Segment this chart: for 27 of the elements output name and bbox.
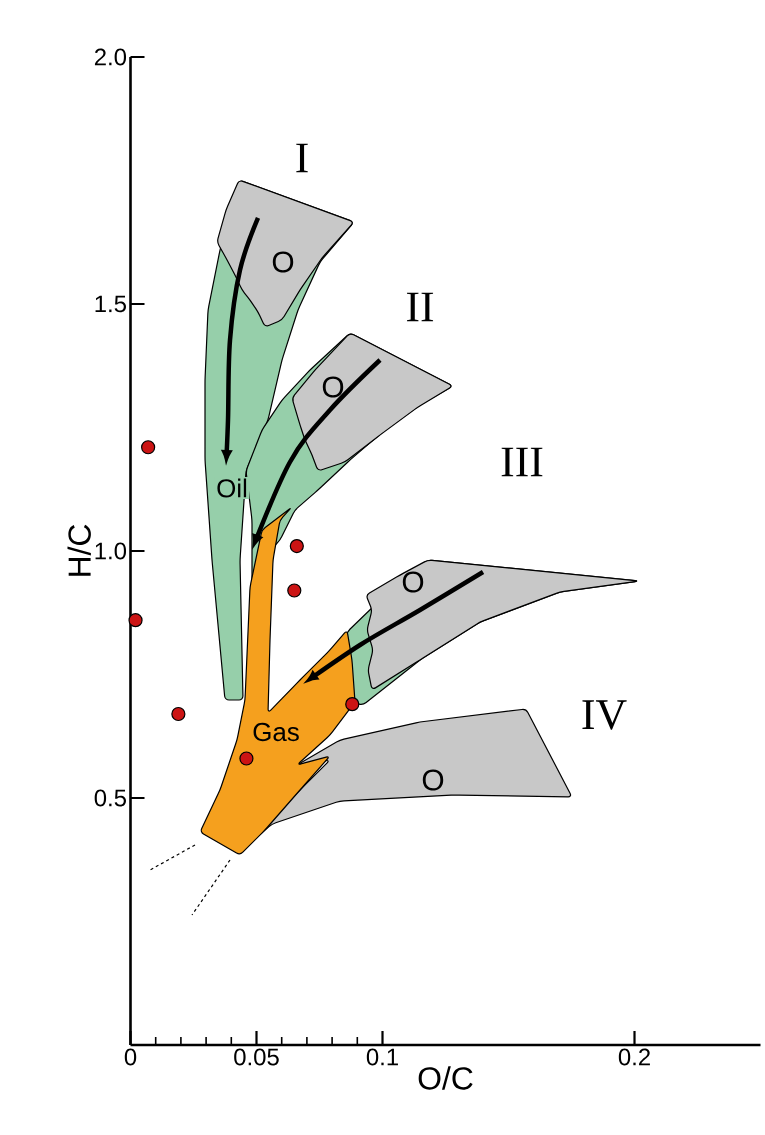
point [239,751,254,766]
y-tick-label: 1.5 [95,295,126,313]
x-tick-label: 0.05 [234,1048,279,1066]
annotation: O [402,571,424,593]
point [287,583,302,598]
point [141,440,156,455]
annotation: O [272,251,294,273]
point [289,538,304,554]
y-tick-label: 1.0 [95,542,127,560]
annotation: I [296,143,308,173]
annotation: O [322,376,344,398]
annotation: Gas [253,722,299,742]
annotation: IV [582,700,627,730]
point [128,613,143,628]
x-tick-label: 0.2 [618,1048,650,1066]
annotation: II [406,292,434,322]
x-tick-label: 0 [124,1048,137,1066]
x-axis-title: O/C [418,1066,473,1090]
y-tick-label: 0.5 [94,789,126,807]
annotation: III [501,447,543,477]
point [345,697,360,712]
annotation: Oil [217,478,247,498]
x-tick-label: 0.1 [366,1048,398,1066]
y-axis-title: H/C [67,524,91,576]
annotation: O [422,769,444,791]
y-tick-label: 2.0 [94,48,127,66]
point [171,706,186,722]
